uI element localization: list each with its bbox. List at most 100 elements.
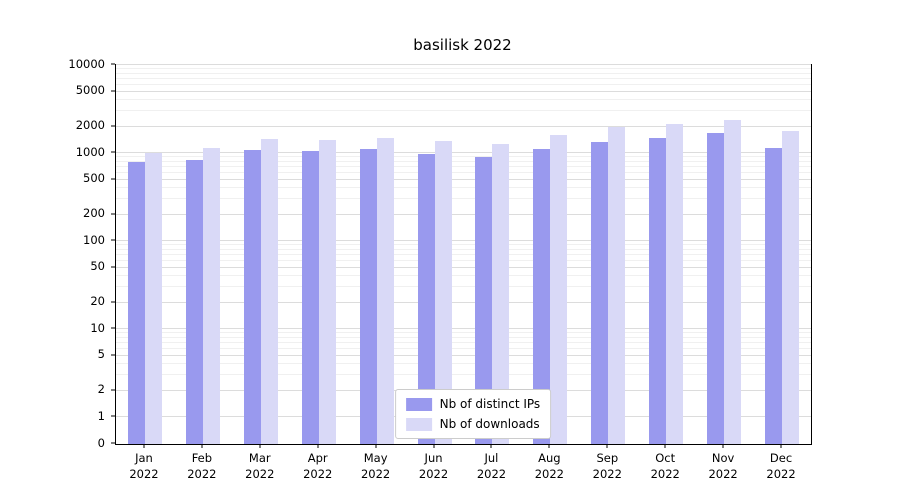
x-tick-label: Feb 2022 — [187, 451, 216, 482]
minor-gridline — [116, 275, 811, 277]
x-tick-month: Apr — [307, 451, 328, 465]
bar-downloads-nov — [724, 119, 742, 444]
bar-distinct-ips-oct — [649, 137, 667, 444]
major-gridline — [116, 178, 811, 180]
bar-downloads-feb — [202, 148, 220, 444]
minor-gridline — [116, 110, 811, 112]
legend-row-distinct-ips: Nb of distinct IPs — [405, 397, 540, 411]
y-tick-mark — [111, 213, 115, 215]
y-tick-mark — [111, 389, 115, 391]
x-tick-month: Dec — [769, 451, 793, 465]
bar-distinct-ips-sep — [591, 141, 609, 444]
x-tick-month: Jul — [484, 451, 499, 465]
bar-downloads-may — [376, 138, 394, 444]
x-tick-mark — [548, 444, 550, 448]
y-tick-mark — [111, 178, 115, 180]
minor-gridline — [116, 156, 811, 158]
x-tick-month: Aug — [538, 451, 561, 465]
minor-gridline — [116, 332, 811, 334]
x-tick-year: 2022 — [360, 466, 391, 481]
bar-distinct-ips-jul — [475, 157, 493, 444]
x-tick-year: 2022 — [534, 466, 565, 481]
y-tick-mark — [111, 442, 115, 444]
x-tick-mark — [143, 444, 145, 448]
minor-gridline — [116, 286, 811, 288]
bar-downloads-dec — [782, 130, 800, 444]
x-tick-month: Feb — [191, 451, 213, 465]
y-tick-mark — [111, 239, 115, 241]
minor-gridline — [116, 165, 811, 167]
y-tick-label: 200 — [83, 205, 105, 220]
y-tick-mark — [111, 266, 115, 268]
bar-distinct-ips-may — [359, 148, 377, 444]
x-tick-year: 2022 — [418, 466, 449, 481]
minor-gridline — [116, 160, 811, 162]
bar-downloads-jan — [144, 153, 162, 444]
minor-gridline — [116, 336, 811, 338]
legend-swatch-downloads — [405, 417, 432, 431]
minor-gridline — [116, 248, 811, 250]
minor-gridline — [116, 99, 811, 101]
x-tick-mark — [722, 444, 724, 448]
y-tick-label: 100 — [83, 232, 105, 247]
y-tick-mark — [111, 125, 115, 127]
x-tick-label: Mar 2022 — [245, 451, 274, 482]
bar-downloads-aug — [550, 134, 568, 444]
legend-swatch-distinct-ips — [405, 397, 432, 411]
y-axis: 0 1 2 5 10 20 50 100 200 500 1000 2000 5000 10000 — [0, 58, 115, 448]
bar-distinct-ips-apr — [301, 150, 319, 444]
x-axis: Jan 2022 Feb 2022 Mar 2022 Apr 2022 May 2022 Jun 20… — [115, 444, 810, 494]
y-tick-label: 2 — [97, 382, 105, 397]
x-tick-year: 2022 — [303, 466, 333, 481]
minor-gridline — [116, 68, 811, 70]
y-tick-mark — [111, 354, 115, 356]
x-tick-mark — [375, 444, 377, 448]
x-tick-mark — [433, 444, 435, 448]
x-tick-year: 2022 — [650, 466, 680, 481]
y-tick-label: 500 — [83, 170, 105, 185]
plot-area: Nb of distinct IPs Nb of downloads — [115, 64, 812, 445]
major-gridline — [116, 213, 811, 215]
y-tick-label: 5000 — [75, 82, 105, 97]
y-tick-label: 2000 — [75, 117, 105, 132]
major-gridline — [116, 125, 811, 127]
minor-gridline — [116, 77, 811, 79]
minor-gridline — [116, 259, 811, 261]
x-tick-mark — [780, 444, 782, 448]
x-tick-mark — [317, 444, 319, 448]
bar-downloads-oct — [666, 123, 684, 444]
legend-label-downloads: Nb of downloads — [439, 417, 540, 431]
legend: Nb of distinct IPs Nb of downloads — [394, 389, 552, 439]
x-tick-label: Jan 2022 — [129, 451, 158, 482]
chart-title: basilisk 2022 — [413, 36, 512, 54]
bar-distinct-ips-jun — [417, 153, 435, 444]
minor-gridline — [116, 342, 811, 344]
x-tick-year: 2022 — [187, 466, 217, 481]
bar-downloads-sep — [608, 126, 626, 444]
x-tick-label: Jul 2022 — [477, 451, 506, 482]
x-tick-month: Oct — [655, 451, 676, 465]
major-gridline — [116, 90, 811, 92]
x-tick-month: Nov — [711, 451, 735, 465]
x-tick-mark — [259, 444, 261, 448]
y-tick-label: 10000 — [68, 56, 105, 71]
legend-row-downloads: Nb of downloads — [405, 417, 541, 431]
x-tick-label: Dec 2022 — [766, 451, 795, 482]
major-gridline — [116, 328, 811, 330]
minor-gridline — [116, 347, 811, 349]
bar-downloads-jul — [492, 143, 510, 444]
x-tick-month: Sep — [596, 451, 619, 465]
x-tick-label: Nov 2022 — [708, 451, 737, 482]
minor-gridline — [116, 363, 811, 365]
x-tick-label: Oct 2022 — [651, 451, 680, 482]
x-tick-month: Mar — [248, 451, 271, 465]
y-tick-mark — [111, 415, 115, 417]
bar-distinct-ips-feb — [185, 160, 203, 444]
major-gridline — [116, 64, 811, 65]
y-tick-label: 0 — [97, 435, 105, 450]
x-tick-month: Jun — [424, 451, 443, 465]
bar-downloads-mar — [260, 138, 278, 444]
y-tick-mark — [111, 301, 115, 303]
x-tick-year: 2022 — [129, 466, 159, 481]
